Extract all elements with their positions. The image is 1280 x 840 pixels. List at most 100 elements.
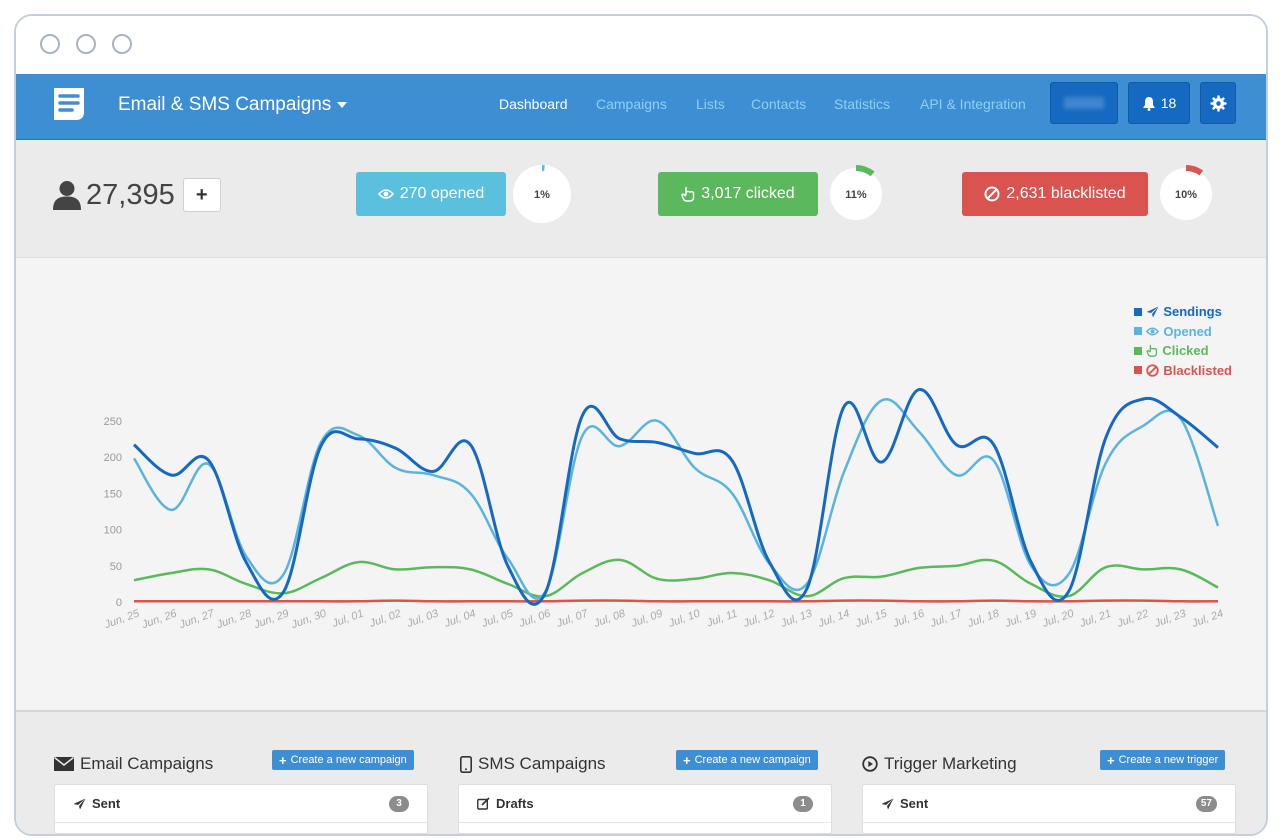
blacklisted-pill[interactable]: 2,631 blacklisted [962, 172, 1148, 216]
x-tick-label: Jul, 13 [778, 607, 814, 630]
app-title-dropdown[interactable]: Email & SMS Campaigns [118, 94, 348, 116]
chart-legend: Sendings Opened Clicked Blacklisted [1134, 302, 1232, 380]
y-tick-label: 100 [104, 525, 122, 537]
contacts-count-block: 27,395 + [52, 178, 221, 212]
legend-swatch [1134, 327, 1143, 336]
x-tick-label: Jul, 06 [517, 607, 553, 630]
legend-label: Blacklisted [1163, 362, 1232, 378]
activity-chart-panel: 0 50 100 150 200 250 Jun, 25 Jun, 26 Jun, 27 Jun… [16, 258, 1266, 710]
x-tick-label: Jul, 03 [405, 607, 441, 630]
opened-label: 270 opened [399, 185, 485, 202]
nav-contacts[interactable]: Contacts [751, 96, 807, 112]
x-tick-label: Jul, 17 [928, 607, 964, 630]
trigger-marketing-title-text: Trigger Marketing [884, 754, 1017, 773]
trigger-sent-count: 57 [1195, 795, 1217, 812]
window-dot-3[interactable] [112, 34, 132, 54]
series-line-clicked[interactable] [133, 558, 1219, 599]
paper-plane-icon [1146, 306, 1159, 318]
create-trigger-button[interactable]: + Create a new trigger [1100, 750, 1226, 770]
x-tick-label: Jul, 18 [965, 607, 1001, 630]
app-logo-icon[interactable] [52, 86, 86, 122]
clicked-pill[interactable]: 3,017 clicked [658, 172, 818, 216]
nav-lists[interactable]: Lists [696, 96, 725, 112]
nav-campaigns[interactable]: Campaigns [596, 96, 667, 112]
ban-icon [1146, 364, 1160, 377]
opened-pill[interactable]: 270 opened [356, 172, 506, 216]
x-tick-label: Jul, 22 [1115, 608, 1151, 631]
legend-opened[interactable]: Opened [1134, 322, 1232, 342]
account-name-blurred [1064, 97, 1104, 109]
clicked-label: 3,017 clicked [701, 185, 795, 202]
x-tick-label: Jul, 10 [666, 607, 702, 630]
contacts-count: 27,395 [86, 178, 175, 211]
pointer-hand-icon [1146, 345, 1158, 358]
settings-button[interactable] [1200, 82, 1236, 124]
nav-statistics[interactable]: Statistics [834, 96, 891, 112]
create-email-campaign-button[interactable]: + Create a new campaign [272, 750, 414, 770]
gear-icon [1209, 94, 1227, 112]
notifications-count: 18 [1160, 95, 1177, 111]
x-tick-label: Jul, 04 [442, 608, 478, 631]
x-tick-label: Jul, 08 [591, 607, 627, 630]
edit-icon [477, 797, 490, 810]
notifications-button[interactable]: 18 [1128, 82, 1190, 124]
series-line-opened[interactable] [132, 398, 1220, 600]
campaign-panels: Email Campaigns + Create a new campaign … [16, 710, 1266, 834]
x-tick-label: Jul, 14 [816, 608, 852, 631]
plus-icon: + [279, 752, 287, 768]
nav-dashboard[interactable]: Dashboard [499, 96, 568, 112]
window-dot-2[interactable] [76, 34, 96, 54]
legend-swatch [1134, 366, 1143, 375]
sms-drafts-label: Drafts [496, 796, 534, 811]
legend-sendings[interactable]: Sendings [1134, 302, 1232, 322]
caret-down-icon [337, 101, 348, 108]
envelope-icon [54, 757, 74, 771]
sms-campaigns-title-text: SMS Campaigns [478, 754, 606, 773]
sms-drafts-row[interactable]: Drafts 1 [459, 785, 831, 823]
trigger-marketing-title: Trigger Marketing [862, 754, 1017, 774]
bell-icon [1142, 96, 1155, 111]
account-button[interactable] [1050, 82, 1118, 124]
nav-api-integration[interactable]: API & Integration [920, 96, 1026, 112]
legend-clicked[interactable]: Clicked [1134, 341, 1232, 361]
x-tick-label: Jun, 30 [289, 607, 329, 631]
series-line-blacklisted[interactable] [133, 599, 1219, 603]
eye-icon [1146, 327, 1160, 336]
sms-drafts-count: 1 [793, 795, 813, 812]
create-sms-campaign-button[interactable]: + Create a new campaign [676, 750, 818, 770]
blacklisted-percent: 10% [1175, 189, 1197, 201]
trigger-sent-label: Sent [900, 796, 929, 811]
opened-percent-donut: 1% [513, 165, 571, 223]
x-tick-label: Jun, 29 [252, 608, 291, 632]
email-sent-row[interactable]: Sent 3 [55, 785, 427, 823]
paper-plane-icon [881, 798, 894, 809]
sms-campaigns-title: SMS Campaigns [460, 754, 606, 774]
trigger-sent-row[interactable]: Sent 57 [863, 785, 1235, 823]
x-tick-label: Jul, 16 [890, 607, 926, 630]
email-campaigns-title: Email Campaigns [54, 754, 213, 774]
x-tick-label: Jul, 02 [367, 608, 403, 631]
x-tick-label: Jul, 15 [853, 607, 889, 630]
add-contact-button[interactable]: + [182, 178, 221, 212]
y-tick-label: 0 [116, 597, 122, 609]
trigger-marketing-card: Sent 57 [862, 784, 1236, 834]
email-sent-label: Sent [92, 796, 121, 811]
legend-label: Clicked [1162, 343, 1209, 358]
app-title-label: Email & SMS Campaigns [118, 94, 332, 115]
create-email-campaign-label: Create a new campaign [290, 754, 407, 766]
x-tick-label: Jul, 20 [1040, 607, 1076, 630]
series-line-sendings[interactable] [132, 388, 1219, 606]
x-tick-label: Jul, 12 [741, 608, 777, 631]
browser-window: Email & SMS Campaigns Dashboard Campaign… [14, 14, 1268, 836]
window-dot-1[interactable] [40, 34, 60, 54]
legend-label: Opened [1163, 323, 1212, 339]
play-circle-icon [862, 756, 878, 772]
legend-blacklisted[interactable]: Blacklisted [1134, 361, 1232, 381]
paper-plane-icon [73, 798, 86, 809]
x-tick-label: Jun, 26 [139, 607, 179, 631]
y-tick-label: 150 [104, 488, 122, 500]
x-tick-label: Jul, 11 [704, 608, 739, 630]
x-tick-label: Jul, 01 [330, 608, 366, 631]
x-tick-label: Jul, 19 [1003, 608, 1039, 631]
